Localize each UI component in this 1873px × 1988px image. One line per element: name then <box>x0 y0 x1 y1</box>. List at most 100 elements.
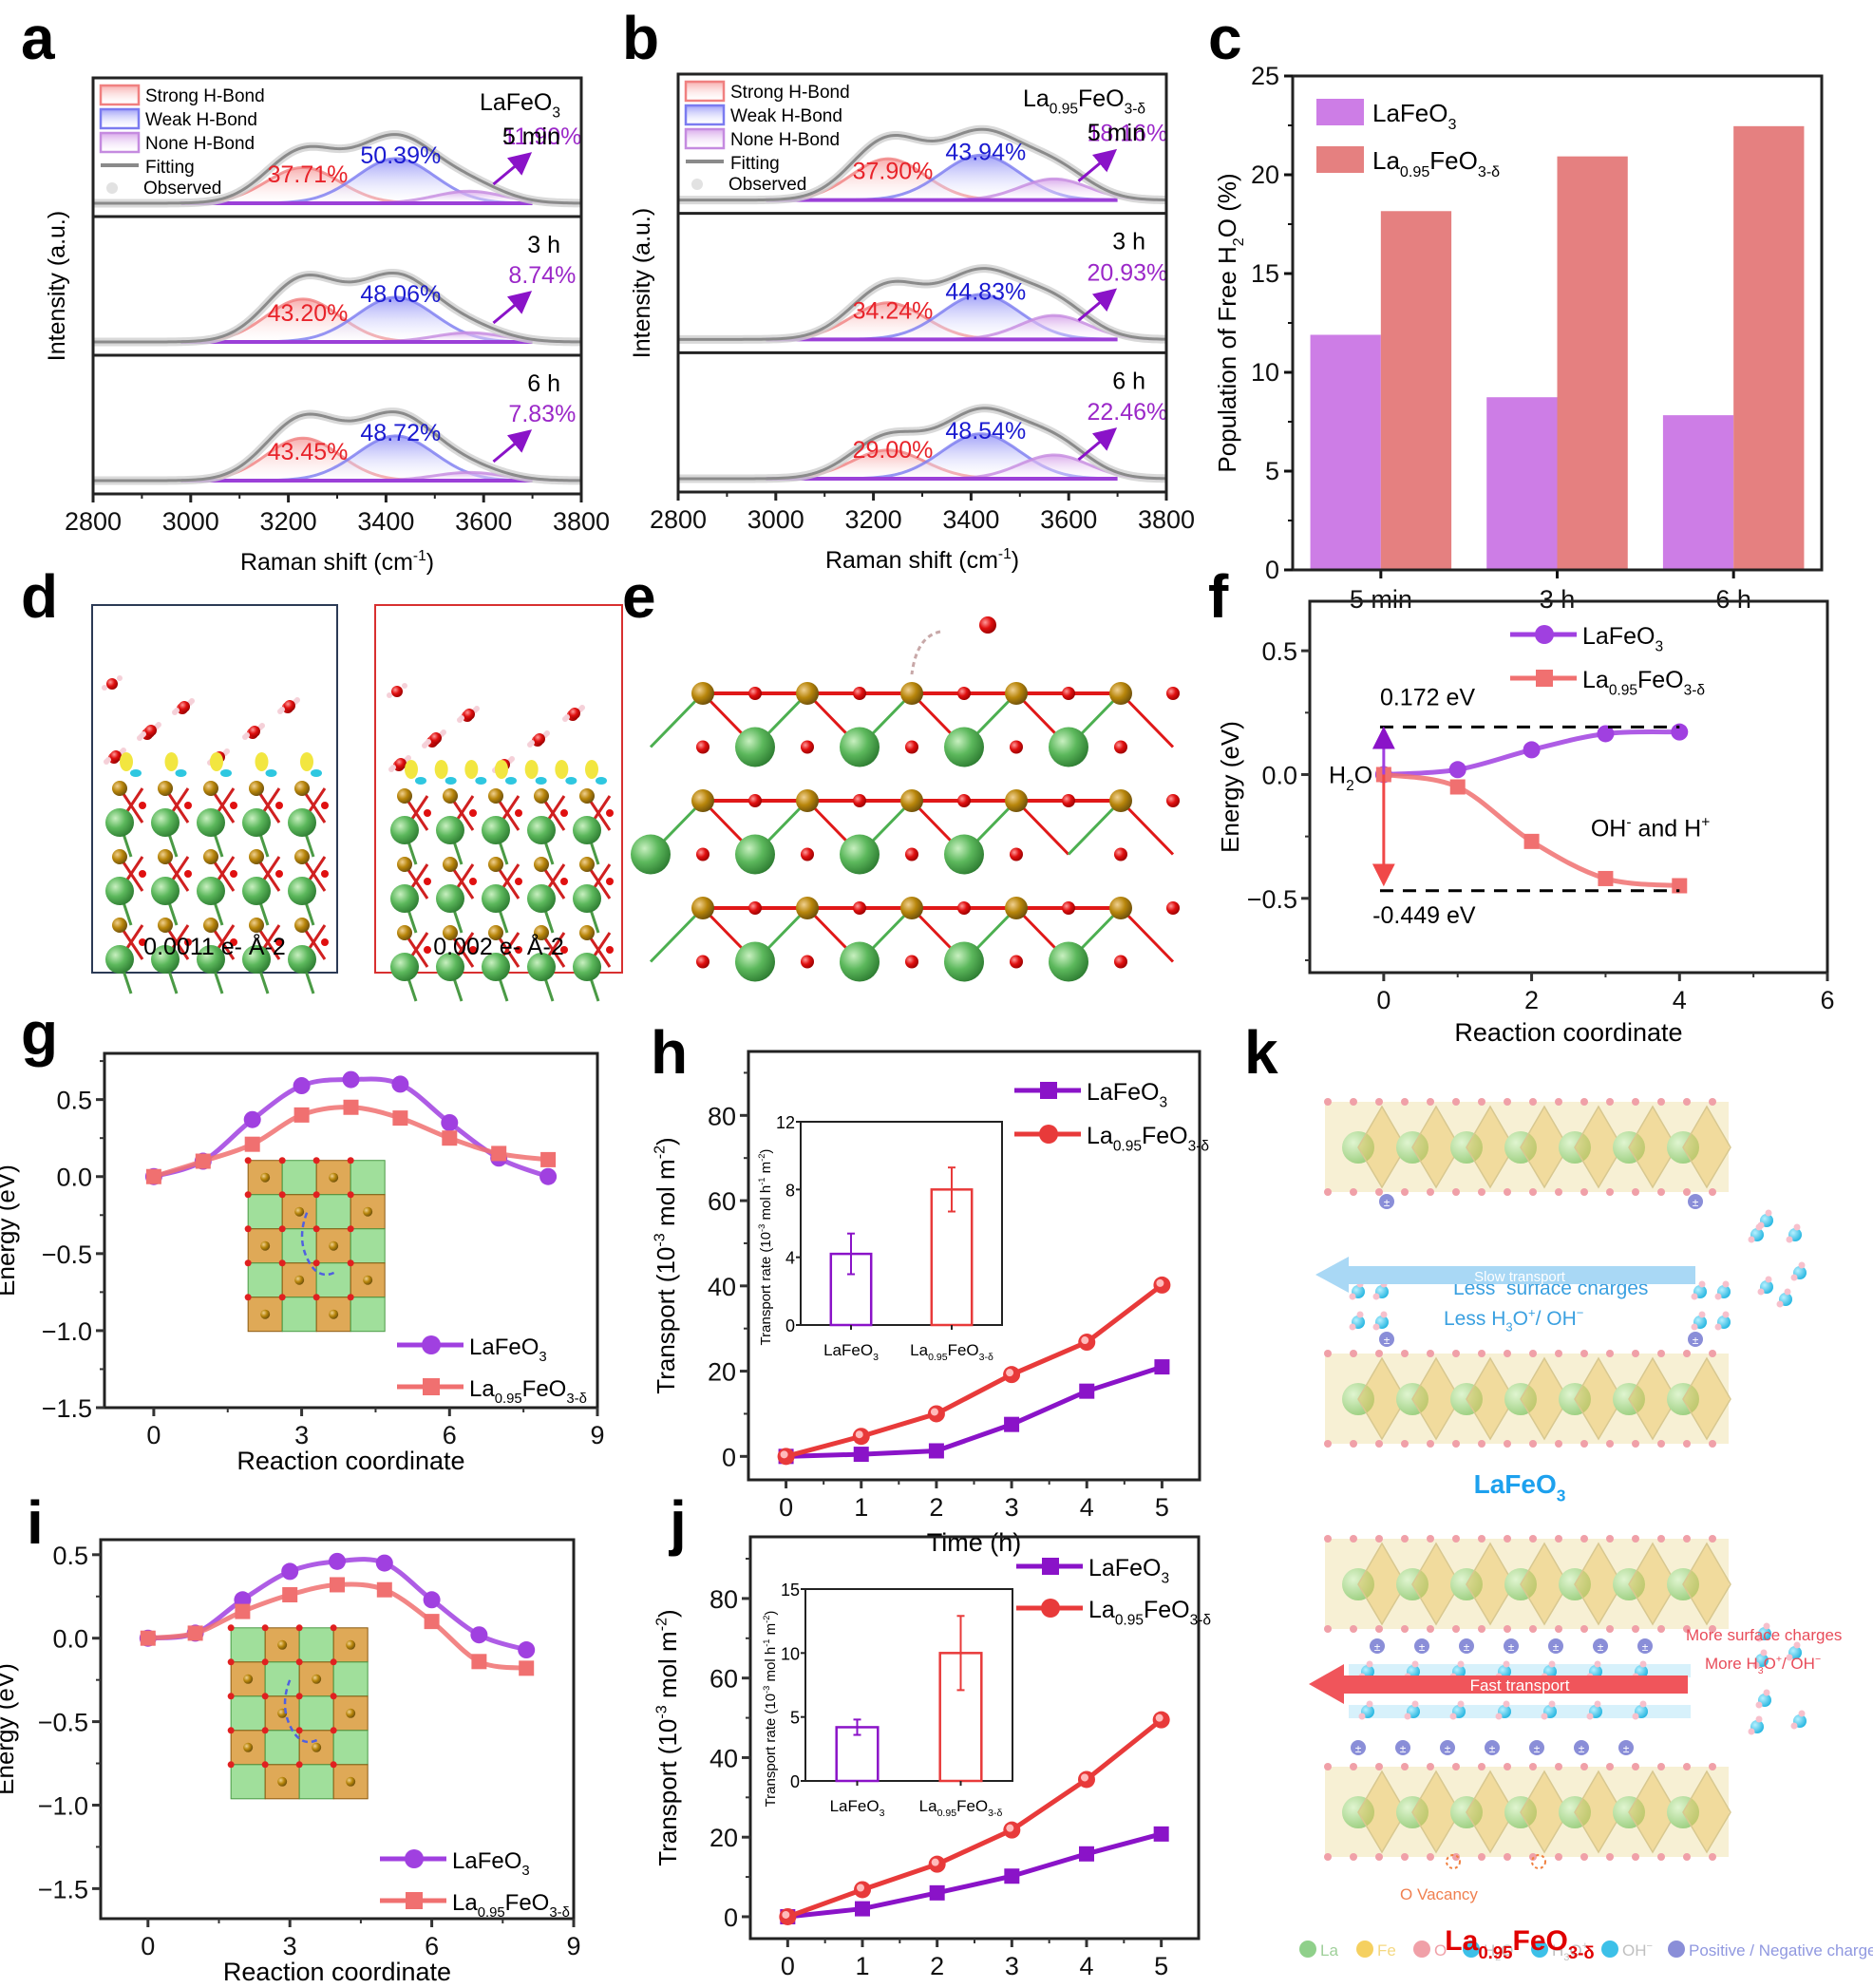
inset-y-tick-label: 5 <box>790 1709 800 1728</box>
octahedron <box>230 1627 266 1663</box>
x-tick-label: 2800 <box>650 505 707 534</box>
series-line-1 <box>785 1282 1164 1459</box>
data-point <box>928 1443 944 1459</box>
o-atom <box>330 1658 337 1666</box>
water-h-atom <box>1632 1713 1639 1720</box>
legend-label: H3O+ <box>1552 1941 1588 1963</box>
water-h-atom <box>509 756 515 762</box>
x-tick-label: 3 <box>1005 1952 1019 1980</box>
x-tick-label: 0 <box>141 1932 155 1960</box>
o-atom <box>1529 1440 1537 1448</box>
o-atom <box>1683 1763 1691 1770</box>
panel-label-c: c <box>1208 4 1242 72</box>
data-point <box>441 1113 459 1131</box>
charge-icon <box>1459 1638 1474 1654</box>
o-atom <box>261 1624 269 1632</box>
o-atom <box>1478 1098 1485 1106</box>
panel-label-e: e <box>622 562 656 631</box>
la-atom <box>151 808 180 837</box>
o-atom <box>1683 1350 1691 1357</box>
o-atom <box>1529 1098 1537 1106</box>
o-atom <box>1375 1853 1383 1861</box>
legend-marker-icon <box>1531 1941 1548 1958</box>
y-tick-label: 0 <box>724 1903 738 1932</box>
arrow-icon <box>1077 148 1118 182</box>
panel-e-crystal-structure <box>631 616 1180 982</box>
bond <box>649 691 705 748</box>
charge-icon <box>1637 1638 1653 1654</box>
y-tick-label: 25 <box>1251 62 1279 90</box>
o-atom <box>1324 1098 1332 1106</box>
water-h-atom <box>459 715 464 721</box>
legend-marker-icon <box>1668 1941 1685 1958</box>
y-tick-label: −1.5 <box>42 1394 92 1423</box>
panel-label-g: g <box>21 999 58 1068</box>
y-tick-label: −1.5 <box>38 1875 88 1903</box>
water-h-atom <box>426 739 431 745</box>
data-point <box>140 1630 156 1646</box>
octahedron <box>281 1160 317 1196</box>
o-atom <box>1709 1440 1716 1448</box>
water-h-atom <box>189 698 195 704</box>
charge-symbol: ± <box>1464 1640 1470 1654</box>
fe-atom <box>329 1172 339 1183</box>
octahedron <box>230 1695 266 1732</box>
strong-percent: 29.00% <box>853 437 934 464</box>
panel-label-i: i <box>27 1488 44 1557</box>
k-more-charges: More surface charges <box>1686 1626 1842 1644</box>
water-h-atom <box>1755 1715 1763 1723</box>
water-h-atom <box>1793 1641 1801 1649</box>
data-point <box>929 1884 945 1901</box>
charge-icon <box>1593 1638 1608 1654</box>
la-atom <box>840 941 880 982</box>
x-tick-label: 2 <box>1524 986 1539 1014</box>
charge-symbol: ± <box>1553 1640 1560 1654</box>
o-atom <box>1555 1440 1562 1448</box>
legend: Strong H-Bond Weak H-Bond None H-Bond Fitti… <box>99 84 265 199</box>
la-atom <box>1049 727 1088 767</box>
arrow-icon <box>1077 427 1118 462</box>
o-atom <box>1504 1350 1511 1357</box>
charge-icon <box>1548 1638 1563 1654</box>
o-atom <box>469 946 477 954</box>
o-atom <box>1529 1350 1537 1357</box>
charge-icon <box>1529 1740 1544 1755</box>
fe-atom <box>900 789 923 812</box>
y-axis-label: Energy (eV) <box>0 1164 20 1297</box>
raman-subplot-0: 37.71% 50.39% 11.90%5 min <box>93 123 581 208</box>
charge-icon <box>1414 1638 1429 1654</box>
o-atom <box>227 1624 235 1632</box>
water-h-atom <box>1457 1660 1465 1668</box>
water-h-atom <box>259 723 265 729</box>
panel-label-b: b <box>622 4 659 72</box>
fe-atom <box>112 918 127 933</box>
o-atom <box>321 938 329 946</box>
inset-y-axis-label: Transport rate (10-3 mol h-1 m-2) <box>762 1611 779 1808</box>
la-atom <box>1049 941 1088 982</box>
legend-label: Fitting <box>145 158 195 178</box>
octahedron <box>281 1228 317 1264</box>
y-tick-label: 10 <box>1251 358 1279 387</box>
water-h-atom <box>1786 1654 1793 1661</box>
legend-swatch <box>684 80 726 103</box>
inset-x-label: La0.95FeO3-δ <box>910 1341 993 1363</box>
y-tick-label: 20 <box>1251 161 1279 189</box>
water-h-atom <box>1380 1311 1388 1318</box>
water-h-atom <box>1722 1311 1730 1318</box>
o-atom <box>1504 1098 1511 1106</box>
data-point-highlight <box>931 1858 939 1866</box>
fe-octahedron <box>1628 1542 1677 1626</box>
series-line-0 <box>785 1364 1164 1459</box>
o-atom <box>515 946 522 954</box>
water-h-atom <box>529 740 535 746</box>
la-atom <box>944 727 984 767</box>
data-point <box>491 1145 507 1162</box>
o-atom <box>1580 1098 1588 1106</box>
o-atom <box>1062 687 1075 700</box>
o-atom <box>1657 1625 1665 1633</box>
water-h-atom <box>474 706 480 711</box>
data-point-highlight <box>855 1430 863 1439</box>
water-h-atom <box>1548 1660 1556 1668</box>
data-point <box>1153 1826 1169 1842</box>
